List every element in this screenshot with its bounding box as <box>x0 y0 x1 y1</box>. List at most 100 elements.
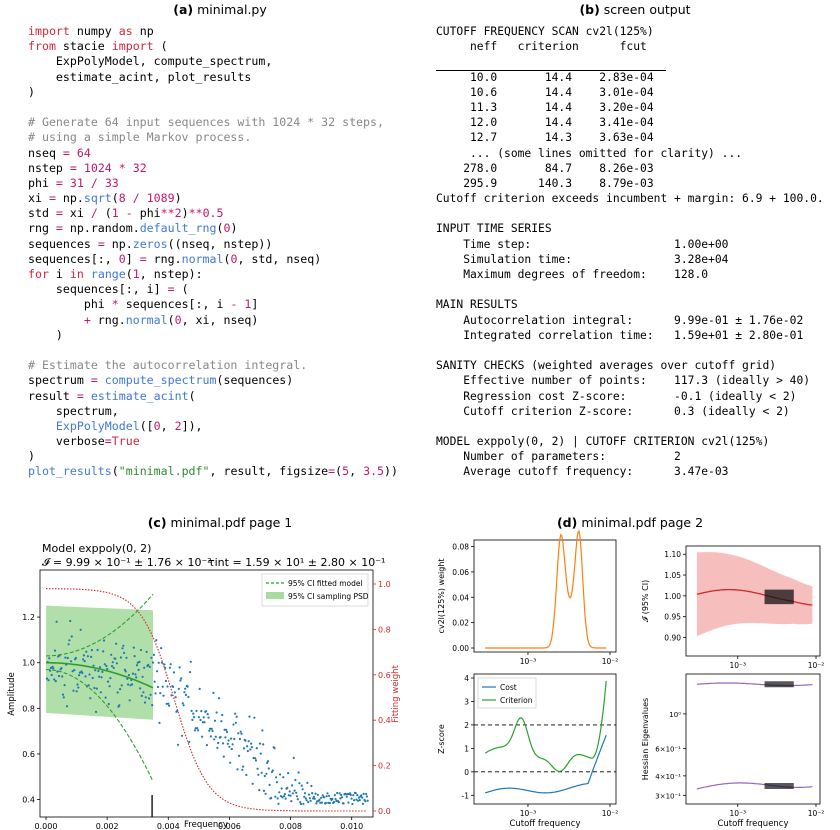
code-line: spectrum, <box>28 404 398 419</box>
data-point <box>346 793 349 796</box>
data-point <box>57 655 60 658</box>
output-line: Cutoff criterion Z-score: 0.3 (ideally <… <box>436 404 790 418</box>
data-point <box>326 792 329 795</box>
data-point <box>124 670 127 673</box>
code-token: spectrum, <box>28 403 119 418</box>
code-line: ) <box>28 449 398 464</box>
data-point <box>303 792 307 795</box>
output-line: 295.9 140.3 8.79e-03 <box>436 176 654 190</box>
data-point <box>131 672 134 675</box>
data-point <box>150 656 153 659</box>
code-token: plot_results <box>28 464 112 479</box>
data-point <box>86 655 89 658</box>
data-point <box>356 794 359 797</box>
data-point <box>154 692 157 695</box>
code-token <box>126 161 133 175</box>
data-point <box>135 676 138 679</box>
data-point <box>241 768 244 771</box>
code-token: in <box>69 267 84 281</box>
data-point <box>158 721 161 724</box>
data-point <box>364 800 367 803</box>
code-token: xi <box>62 206 91 221</box>
y-tick-label: 1.2 <box>22 613 35 622</box>
code-token: ( <box>223 251 231 266</box>
x-tick-label: 0.004 <box>157 822 180 830</box>
code-token: / <box>90 206 98 221</box>
output-line: neff criterion fcut <box>436 40 647 54</box>
code-token: , <box>349 464 364 479</box>
data-point <box>205 710 208 713</box>
code-token <box>98 176 105 190</box>
code-token: from <box>28 39 56 54</box>
data-point <box>339 797 342 800</box>
data-point <box>315 802 318 805</box>
fig-c-plot-frame <box>39 569 374 818</box>
y-tick-label: 0.4 <box>22 796 35 805</box>
data-point <box>207 716 210 719</box>
data-point <box>238 754 241 757</box>
data-point <box>62 696 65 699</box>
code-token: ( <box>216 221 224 236</box>
data-point <box>224 736 227 739</box>
data-point <box>118 704 121 707</box>
data-point <box>123 668 126 671</box>
code-token: phi <box>132 206 161 221</box>
code-token: 64 <box>76 145 91 160</box>
code-line: rng = np.random.default_rng(0) <box>28 221 398 236</box>
data-point <box>239 730 242 733</box>
output-line: Maximum degrees of freedom: 128.0 <box>436 268 709 281</box>
code-token: for <box>28 267 49 281</box>
data-point <box>65 705 69 708</box>
code-token: # Estimate the autocorrelation integral. <box>28 358 308 373</box>
code-token: ] <box>125 251 140 266</box>
data-point <box>99 691 102 694</box>
code-line: plot_results("minimal.pdf", result, figs… <box>28 464 398 479</box>
data-point <box>173 691 176 694</box>
data-point <box>199 718 202 722</box>
code-line: + rng.normal(0, xi, nseq) <box>28 313 398 328</box>
data-point <box>194 727 197 730</box>
data-point <box>245 773 248 777</box>
data-point <box>71 670 74 673</box>
y2-tick-label: 0.4 <box>378 716 391 725</box>
data-point <box>107 702 110 706</box>
code-token: = <box>69 160 77 175</box>
code-line: result = estimate_acint( <box>28 389 398 404</box>
y-tick-label: 0.08 <box>452 543 469 552</box>
cost-curve <box>484 734 607 794</box>
data-point <box>148 665 151 668</box>
y-tick-label: 0.6 <box>22 750 35 759</box>
data-point <box>301 788 304 791</box>
data-point <box>213 719 217 722</box>
data-point <box>299 801 302 804</box>
code-token: std <box>28 206 56 221</box>
data-point <box>334 798 337 801</box>
data-point <box>176 743 180 746</box>
code-token: = <box>90 373 98 388</box>
data-point <box>120 684 123 687</box>
data-point <box>90 655 93 658</box>
data-point <box>105 664 108 668</box>
data-point <box>123 651 126 654</box>
data-point <box>213 738 216 741</box>
data-point <box>328 802 331 805</box>
data-point <box>184 693 188 696</box>
weight-curve <box>485 530 607 649</box>
data-point <box>106 667 109 671</box>
data-point <box>95 687 98 690</box>
code-token: ([ <box>139 418 154 433</box>
data-point <box>266 761 269 764</box>
data-point <box>184 687 187 690</box>
code-token: 0 <box>118 251 126 266</box>
output-line: ... (some lines omitted for clarity) ... <box>436 146 743 160</box>
data-point <box>337 801 340 804</box>
fig-c-ylabel: Amplitude <box>7 672 17 716</box>
data-point <box>162 694 165 697</box>
code-token <box>119 206 126 220</box>
code-token: ( <box>97 206 112 221</box>
data-point <box>128 699 131 702</box>
data-point <box>208 729 211 732</box>
data-point <box>193 716 196 719</box>
data-point <box>172 671 176 674</box>
code-token <box>84 176 91 190</box>
